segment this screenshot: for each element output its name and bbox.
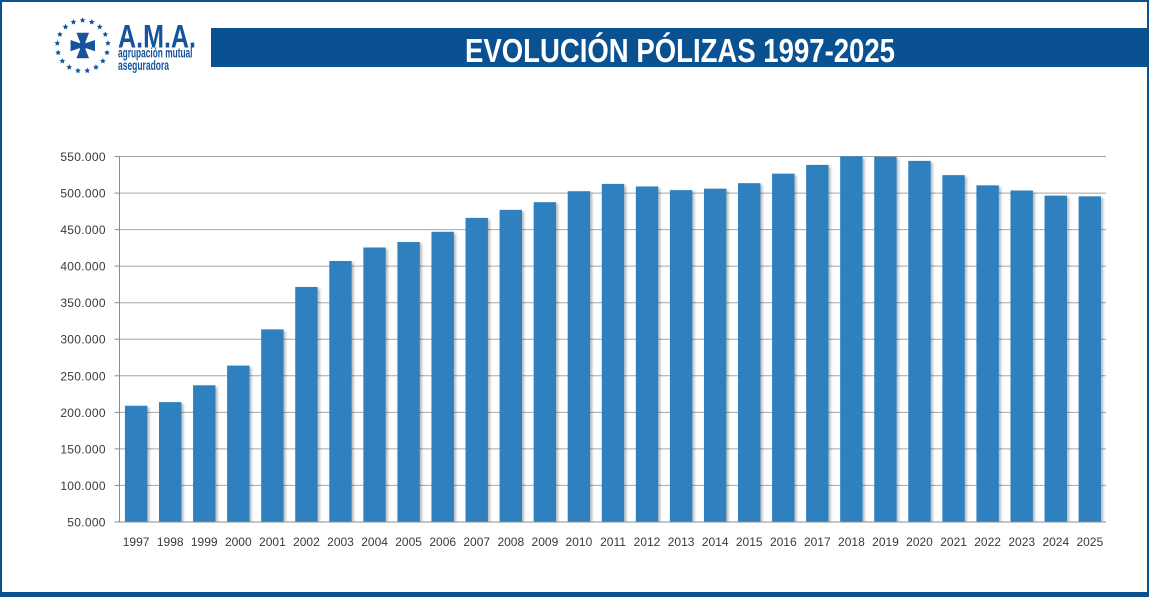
svg-text:2015: 2015 [736,535,763,549]
svg-text:2004: 2004 [361,535,388,549]
svg-text:1999: 1999 [191,535,218,549]
svg-text:150.000: 150.000 [60,442,106,456]
svg-text:2019: 2019 [872,535,899,549]
svg-text:300.000: 300.000 [60,333,106,347]
svg-text:200.000: 200.000 [60,406,106,420]
svg-text:500.000: 500.000 [60,187,106,201]
svg-text:2001: 2001 [259,535,286,549]
svg-text:aseguradora: aseguradora [118,57,169,73]
svg-text:2005: 2005 [395,535,422,549]
svg-text:2025: 2025 [1076,535,1103,549]
svg-text:2012: 2012 [634,535,661,549]
svg-text:250.000: 250.000 [60,369,106,383]
svg-text:100.000: 100.000 [60,479,106,493]
svg-text:450.000: 450.000 [60,223,106,237]
svg-text:2010: 2010 [566,535,593,549]
svg-text:400.000: 400.000 [60,260,106,274]
svg-text:2016: 2016 [770,535,797,549]
svg-text:2018: 2018 [838,535,865,549]
svg-text:2002: 2002 [293,535,320,549]
svg-text:2000: 2000 [225,535,252,549]
svg-text:350.000: 350.000 [60,296,106,310]
svg-text:2022: 2022 [974,535,1001,549]
svg-text:A.M.A.: A.M.A. [118,18,196,54]
svg-text:2021: 2021 [940,535,967,549]
svg-text:2003: 2003 [327,535,354,549]
svg-text:2024: 2024 [1042,535,1069,549]
svg-text:2017: 2017 [804,535,831,549]
svg-text:2023: 2023 [1008,535,1035,549]
svg-text:2014: 2014 [702,535,729,549]
svg-text:1997: 1997 [123,535,150,549]
svg-text:2006: 2006 [429,535,456,549]
svg-text:2011: 2011 [600,535,626,549]
svg-text:50.000: 50.000 [67,516,106,530]
svg-text:1998: 1998 [157,535,184,549]
svg-text:2007: 2007 [463,535,490,549]
svg-text:2020: 2020 [906,535,933,549]
svg-text:2008: 2008 [497,535,524,549]
svg-text:agrupación mutual: agrupación mutual [118,45,193,61]
svg-text:2009: 2009 [532,535,559,549]
svg-text:550.000: 550.000 [60,150,106,164]
svg-text:EVOLUCIÓN PÓLIZAS 1997-2025: EVOLUCIÓN PÓLIZAS 1997-2025 [465,32,895,70]
svg-text:2013: 2013 [668,535,695,549]
